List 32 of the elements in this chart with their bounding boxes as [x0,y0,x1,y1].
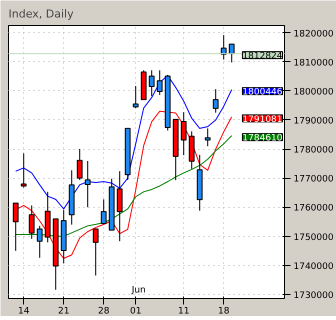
candlestick [76,148,83,180]
line-series [15,75,232,210]
y-tick-label: 1770000 [294,174,334,185]
candlestick [204,128,211,147]
y-tick-label: 1790000 [294,116,334,126]
chart-title: Index, Daily [8,8,74,20]
y-tick-label: 1810000 [294,58,334,68]
annotation: Jun [130,286,146,296]
y-tick-label: 1750000 [294,232,334,243]
candlestick [212,88,219,114]
candlestick [156,70,163,96]
y-tick-label: 1730000 [294,290,334,301]
candlestick [148,70,155,97]
candlestick [36,225,43,258]
candlestick [28,204,35,240]
y-tick-label: 1760000 [294,204,334,214]
y-tick-label: 1740000 [294,262,334,272]
y-tick-label: 1780000 [294,146,334,156]
candlestick [132,85,139,109]
y-tick-label: 1820000 [294,29,334,40]
data-label: 1784610 [242,134,283,144]
x-tick-label: 01 [130,306,142,316]
y-tick-label: 1800000 [294,87,334,98]
candlestick [100,198,107,224]
candlestick [84,160,91,208]
x-tick-label: 28 [98,306,110,316]
x-tick-label: 21 [58,306,70,316]
x-tick-label: 18 [218,306,230,316]
candlestick [116,170,123,242]
x-tick-label: 11 [178,306,190,316]
x-tick-label: 14 [18,306,30,316]
candlestick [20,152,27,188]
